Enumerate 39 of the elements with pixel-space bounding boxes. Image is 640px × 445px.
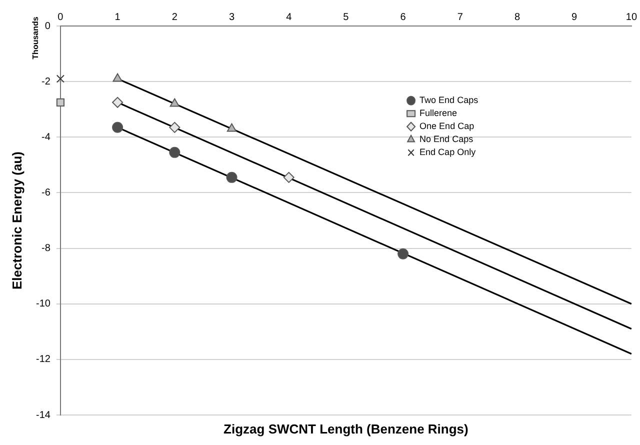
y-tick-label: -6 [42,187,51,198]
text: Thousands [31,16,40,60]
legend-label: End Cap Only [420,147,476,158]
point [398,248,409,260]
y-tick-label: -14 [36,410,51,421]
point [169,146,180,158]
point [226,123,237,132]
x-tick-label: 9 [572,12,578,23]
point [56,98,64,106]
x-tick-label: 3 [228,12,235,23]
x-tick-label: 4 [286,12,292,23]
x-axis-title: Zigzag SWCNT Length (Benzene Rings) [224,422,468,437]
point [283,172,294,183]
point [226,172,238,183]
point [170,98,180,107]
x-tick-label: 7 [457,12,464,23]
y-tick-label: -12 [36,354,51,366]
x-tick-label: 2 [172,12,178,23]
x-tick-label: 8 [514,12,520,23]
point [112,96,124,108]
y-tick-label: -10 [36,298,51,310]
y-axis-title: Electronic Energy (au) [10,152,25,290]
x-tick-label: 0 [58,12,64,23]
y-tick-label: -4 [42,132,51,143]
y-tick-label: -8 [42,243,51,254]
x-tick-label: 10 [626,12,638,23]
legend-label: Fullerene [420,108,458,118]
point [169,122,180,133]
legend-label: Two End Caps [420,95,479,106]
point [56,74,64,83]
legend-label: No End Caps [420,134,474,144]
x-tick-label: 5 [343,12,350,23]
y-tick-label: -2 [42,76,51,88]
legend-label: One End Cap [420,121,474,132]
x-tick-label: 6 [400,12,406,23]
point [112,73,122,82]
x-tick-label: 1 [114,12,121,23]
y-tick-label: 0 [44,20,51,32]
point [112,122,124,133]
